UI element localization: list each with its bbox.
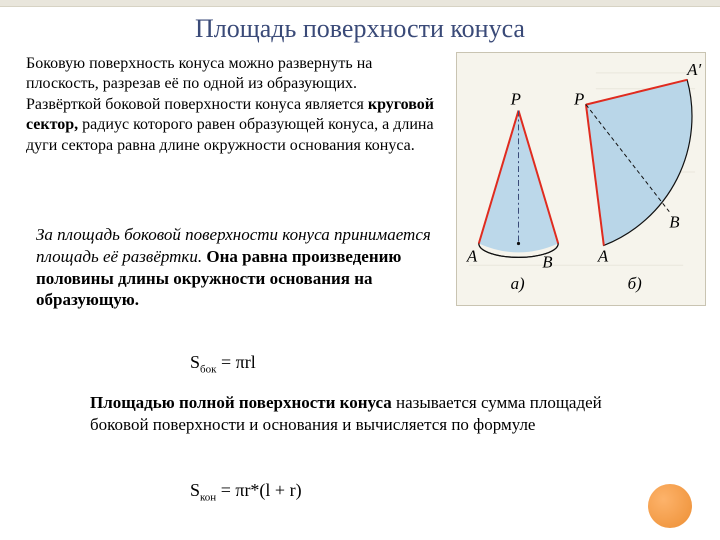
label-P-cone: P bbox=[510, 90, 521, 109]
intro-part2: радиус которого равен образующей конуса,… bbox=[26, 116, 434, 153]
cone-center-dot bbox=[517, 242, 520, 245]
label-P-sector: P bbox=[573, 90, 584, 109]
top-decorative-bar bbox=[0, 0, 720, 7]
label-B-cone: B bbox=[542, 252, 552, 271]
intro-part1: Боковую поверхность конуса можно разверн… bbox=[26, 55, 372, 113]
slide: Площадь поверхности конуса Боковую повер… bbox=[0, 0, 720, 540]
sublabel-a: а) bbox=[511, 274, 525, 293]
label-Aprime: A′ bbox=[686, 60, 701, 79]
cone-group bbox=[479, 111, 558, 258]
label-B-sector: B bbox=[669, 213, 679, 232]
f1-sub: бок bbox=[200, 364, 216, 376]
intro-paragraph: Боковую поверхность конуса можно разверн… bbox=[26, 54, 436, 156]
full-area-paragraph: Площадью полной поверхности конуса назыв… bbox=[90, 392, 620, 436]
formula-full: Sкон = πr*(l + r) bbox=[190, 480, 302, 504]
orange-circle-icon bbox=[648, 484, 692, 528]
label-A-cone: A bbox=[466, 246, 478, 265]
formula-lateral: Sбок = πrl bbox=[190, 352, 256, 376]
full-bold: Площадью полной поверхности конуса bbox=[90, 393, 396, 412]
f1-S: S bbox=[190, 352, 200, 372]
cone-diagram-svg: P P A′ A B A B а) б) bbox=[457, 53, 705, 305]
page-title: Площадь поверхности конуса bbox=[0, 14, 720, 44]
f2-rhs: = πr*(l + r) bbox=[221, 480, 302, 500]
label-A-sector: A bbox=[597, 246, 609, 265]
f2-sub: кон bbox=[200, 492, 216, 504]
definition-paragraph: За площадь боковой поверхности конуса пр… bbox=[36, 224, 436, 311]
f2-S: S bbox=[190, 480, 200, 500]
f1-rhs: = πrl bbox=[221, 352, 256, 372]
cone-figure: P P A′ A B A B а) б) bbox=[456, 52, 706, 306]
sublabel-b: б) bbox=[628, 274, 642, 293]
